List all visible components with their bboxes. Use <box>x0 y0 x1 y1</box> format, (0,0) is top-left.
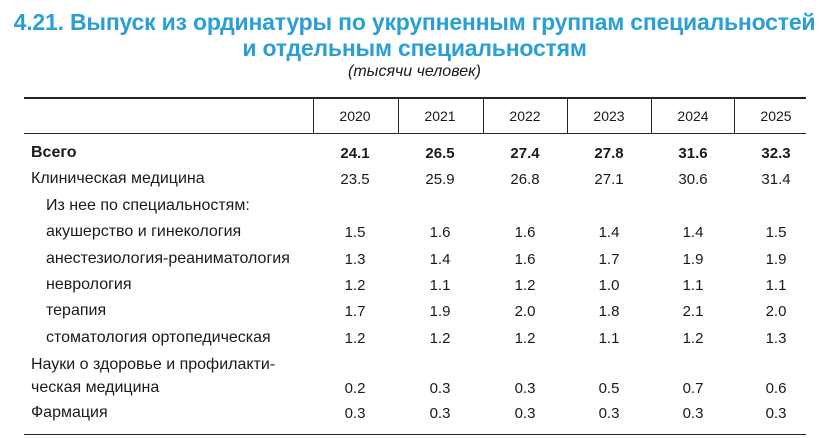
row-label: стоматология ортопедическая <box>46 329 271 346</box>
cell-value: 32.3 <box>761 145 791 162</box>
column-separator <box>651 99 652 133</box>
year-header: 2024 <box>677 108 709 124</box>
table-row: терапия 1.7 1.9 2.0 1.8 2.1 2.0 <box>0 302 829 328</box>
row-label: Всего <box>31 144 77 161</box>
row-label: терапия <box>46 302 107 319</box>
cell-value: 1.6 <box>514 251 536 268</box>
cell-value: 27.4 <box>510 145 540 162</box>
cell-value: 1.3 <box>765 330 787 347</box>
row-label-continued: ческая медицина <box>31 379 160 396</box>
cell-value: 31.6 <box>678 145 708 162</box>
cell-value: 1.4 <box>429 251 451 268</box>
cell-value: 1.2 <box>514 330 536 347</box>
cell-value: 0.3 <box>514 405 536 422</box>
cell-value: 31.4 <box>761 171 791 188</box>
year-header: 2025 <box>760 108 792 124</box>
cell-value: 1.9 <box>682 251 704 268</box>
cell-value: 0.3 <box>765 405 787 422</box>
cell-value: 1.8 <box>598 303 620 320</box>
cell-value: 23.5 <box>340 171 370 188</box>
cell-value: 1.2 <box>682 330 704 347</box>
cell-value: 1.2 <box>344 330 366 347</box>
table-row: Науки о здоровье и профилакти-ческая мед… <box>0 356 829 397</box>
table-top-rule <box>24 97 806 99</box>
cell-value: 1.4 <box>598 224 620 241</box>
cell-value: 1.4 <box>682 224 704 241</box>
cell-value: 1.6 <box>514 224 536 241</box>
cell-value: 1.9 <box>429 303 451 320</box>
cell-value: 2.1 <box>682 303 704 320</box>
table-row: неврология 1.2 1.1 1.2 1.0 1.1 1.1 <box>0 276 829 302</box>
cell-value: 1.3 <box>344 251 366 268</box>
header-bottom-rule <box>24 133 806 134</box>
row-label: неврология <box>46 276 132 293</box>
column-separator <box>567 99 568 133</box>
row-label: Из нее по специальностям: <box>46 197 250 214</box>
table-row: стоматология ортопедическая 1.2 1.2 1.2 1.1 1… <box>0 329 829 355</box>
cell-value: 26.8 <box>510 171 540 188</box>
column-separator <box>313 99 314 133</box>
cell-value: 1.1 <box>682 277 704 294</box>
table-row: Из нее по специальностям: <box>0 197 829 223</box>
cell-value: 1.7 <box>344 303 366 320</box>
row-label: Фармация <box>31 404 108 421</box>
cell-value: 26.5 <box>425 145 455 162</box>
cell-value: 25.9 <box>425 171 455 188</box>
table-title-line2: и отдельным специальностям <box>242 35 587 61</box>
cell-value: 0.3 <box>429 405 451 422</box>
cell-value: 1.5 <box>765 224 787 241</box>
row-label: Науки о здоровье и профилакти- <box>31 356 276 373</box>
table-title: 4.21. Выпуск из ординатуры по укрупненны… <box>13 9 816 35</box>
column-separator <box>483 99 484 133</box>
table-row: Фармация 0.3 0.3 0.3 0.3 0.3 0.3 <box>0 404 829 430</box>
cell-value: 0.2 <box>344 380 366 397</box>
cell-value: 0.3 <box>514 380 536 397</box>
cell-value: 2.0 <box>514 303 536 320</box>
cell-value: 1.7 <box>598 251 620 268</box>
cell-value: 1.2 <box>429 330 451 347</box>
table-row: акушерство и гинекология 1.5 1.6 1.6 1.4 1.4 1… <box>0 223 829 249</box>
cell-value: 1.1 <box>429 277 451 294</box>
year-header: 2020 <box>339 108 371 124</box>
cell-value: 1.0 <box>598 277 620 294</box>
cell-value: 24.1 <box>340 145 370 162</box>
cell-value: 1.1 <box>765 277 787 294</box>
row-label: анестезиология-реаниматология <box>46 250 290 267</box>
year-header: 2021 <box>424 108 456 124</box>
cell-value: 1.2 <box>344 277 366 294</box>
cell-value: 0.3 <box>429 380 451 397</box>
cell-value: 0.6 <box>765 380 787 397</box>
table-bottom-rule <box>24 434 806 435</box>
column-separator <box>398 99 399 133</box>
cell-value: 27.8 <box>594 145 624 162</box>
cell-value: 1.2 <box>514 277 536 294</box>
cell-value: 0.5 <box>598 380 620 397</box>
row-label: Клиническая медицина <box>31 170 205 187</box>
table-row: Всего 24.1 26.5 27.4 27.8 31.6 32.3 <box>0 144 829 170</box>
year-header: 2023 <box>593 108 625 124</box>
cell-value: 1.9 <box>765 251 787 268</box>
row-label: акушерство и гинекология <box>46 223 242 240</box>
cell-value: 1.6 <box>429 224 451 241</box>
units-caption: (тысячи человек) <box>348 63 481 80</box>
cell-value: 0.3 <box>598 405 620 422</box>
table-row: Клиническая медицина 23.5 25.9 26.8 27.1 30.6… <box>0 170 829 196</box>
cell-value: 2.0 <box>765 303 787 320</box>
cell-value: 30.6 <box>678 171 708 188</box>
cell-value: 0.3 <box>682 405 704 422</box>
column-separator <box>734 99 735 133</box>
cell-value: 27.1 <box>594 171 624 188</box>
cell-value: 0.7 <box>682 380 704 397</box>
cell-value: 1.1 <box>598 330 620 347</box>
cell-value: 0.3 <box>344 405 366 422</box>
table-row: анестезиология-реаниматология 1.3 1.4 1.6 1.… <box>0 250 829 276</box>
cell-value: 1.5 <box>344 224 366 241</box>
year-header: 2022 <box>509 108 541 124</box>
